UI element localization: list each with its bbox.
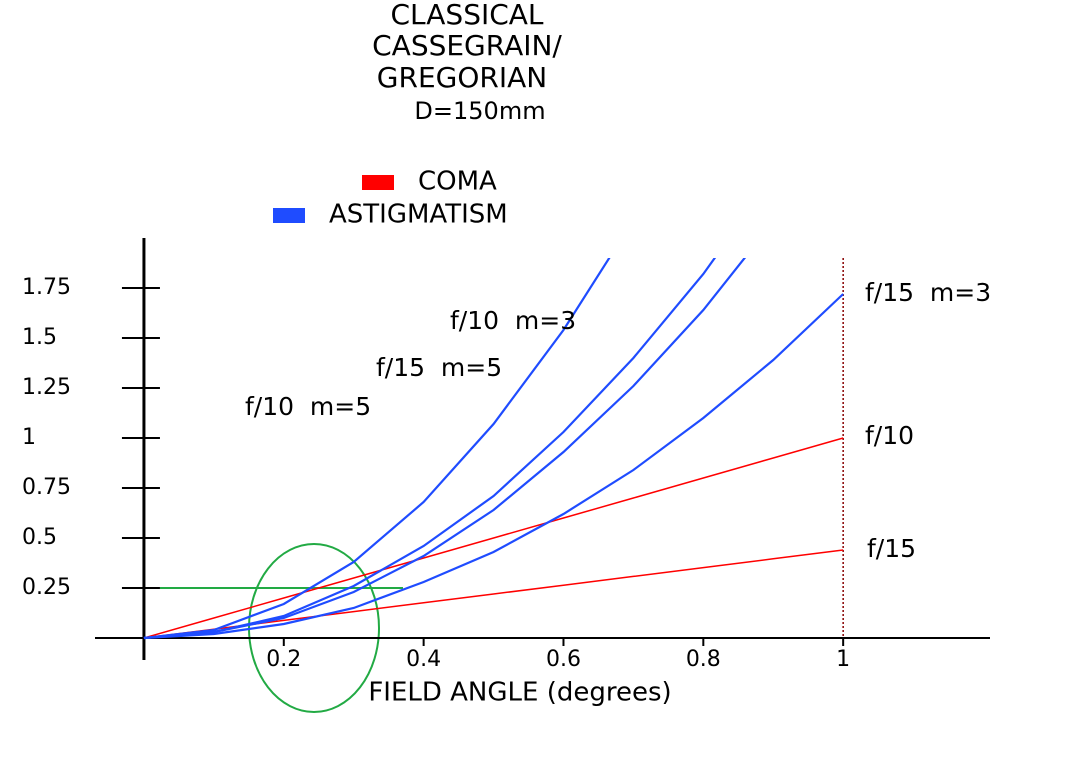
chart-title: CLASSICAL — [390, 0, 543, 31]
y-tick-label: 0.75 — [22, 475, 71, 500]
x-axis-label: FIELD ANGLE (degrees) — [368, 678, 671, 708]
legend-swatch — [273, 208, 305, 223]
y-tick-label: 0.25 — [22, 575, 71, 600]
legend-label: COMA — [418, 167, 497, 197]
annotation-ellipse — [248, 543, 380, 713]
series-line — [143, 293, 844, 640]
x-tick-label: 0.4 — [406, 647, 441, 672]
y-tick-label: 1 — [22, 425, 36, 450]
series-label: f/10 — [865, 421, 914, 450]
y-tick-label: 1.25 — [22, 375, 71, 400]
legend-swatch — [362, 175, 394, 190]
series-line — [143, 258, 747, 640]
series-label: f/10 m=5 — [245, 392, 371, 421]
series-label: f/10 m=3 — [450, 306, 576, 335]
series-label: f/15 m=5 — [376, 353, 502, 382]
series-line — [143, 258, 611, 640]
y-tick-label: 1.75 — [22, 275, 71, 300]
chart-title: CASSEGRAIN/ — [372, 29, 562, 62]
chart-title: GREGORIAN — [377, 61, 547, 94]
y-tick-label: 1.5 — [22, 325, 57, 350]
x-tick-label: 0.8 — [686, 647, 721, 672]
plot-area — [143, 258, 844, 640]
series-line — [143, 258, 717, 640]
x-tick-label: 1 — [836, 647, 850, 672]
series-line — [143, 437, 844, 639]
legend-label: ASTIGMATISM — [329, 200, 508, 230]
series-label: f/15 m=3 — [865, 278, 991, 307]
chart-subtitle: D=150mm — [414, 97, 545, 125]
x-tick-label: 0.2 — [266, 647, 301, 672]
x-tick-label: 0.6 — [546, 647, 581, 672]
y-tick-label: 0.5 — [22, 525, 57, 550]
series-label: f/15 — [867, 534, 916, 563]
